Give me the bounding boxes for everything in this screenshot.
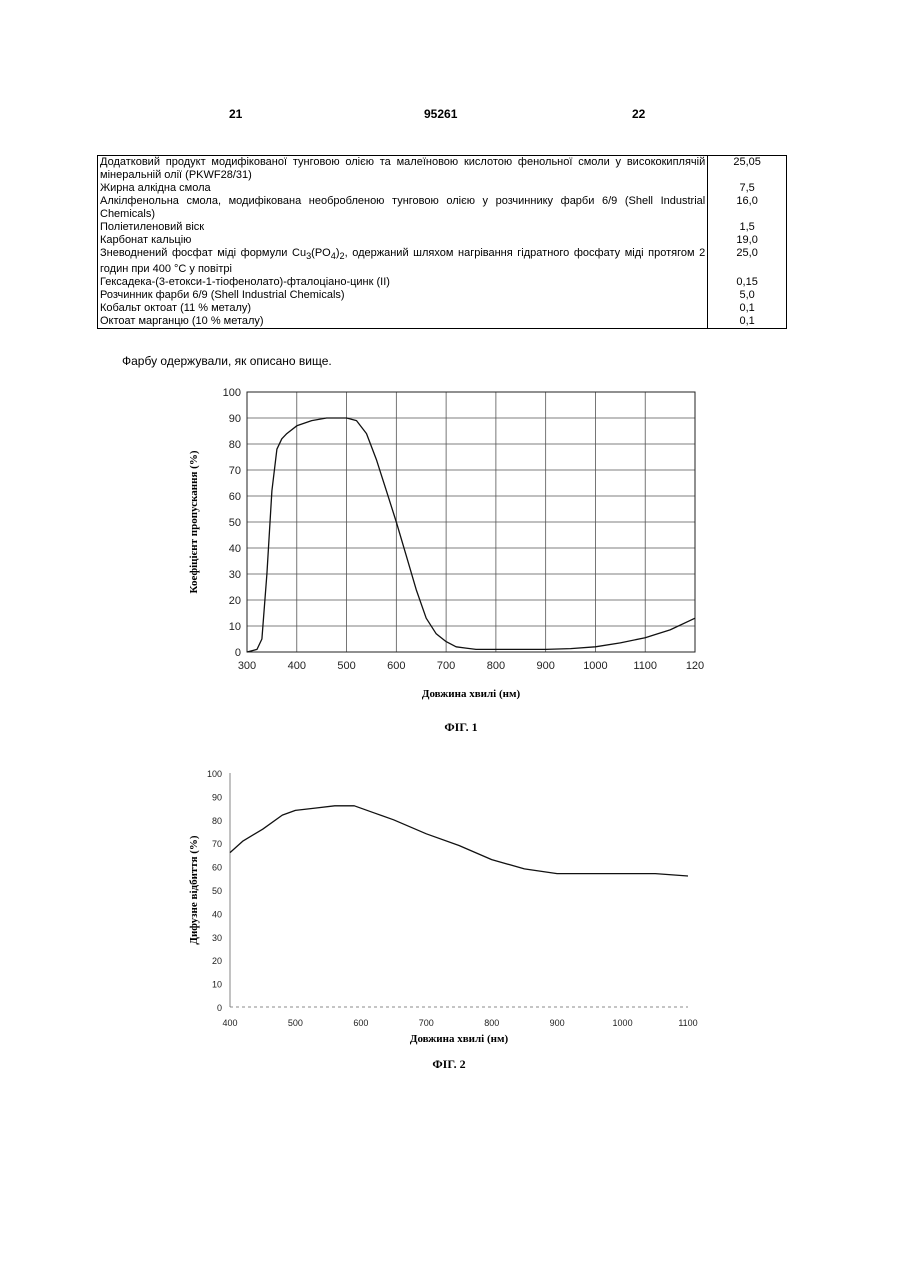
y-tick-label: 30 [212, 933, 222, 943]
y-tick-label: 100 [223, 387, 241, 399]
x-tick-label: 400 [288, 660, 306, 672]
y-tick-label: 20 [229, 595, 241, 607]
y-tick-label: 40 [212, 909, 222, 919]
x-tick-label: 900 [550, 1018, 565, 1028]
y-tick-label: 80 [212, 816, 222, 826]
y-tick-label: 0 [217, 1003, 222, 1013]
y-tick-label: 60 [229, 491, 241, 503]
y-axis-label: Коефіцієнт пропускання (%) [188, 450, 200, 593]
y-tick-label: 100 [207, 769, 222, 779]
x-tick-label: 900 [536, 660, 554, 672]
x-tick-label: 120 [686, 660, 704, 672]
x-tick-label: 500 [337, 660, 355, 672]
x-tick-label: 800 [487, 660, 505, 672]
y-tick-label: 20 [212, 956, 222, 966]
x-tick-label: 400 [222, 1018, 237, 1028]
series-line [230, 806, 688, 876]
y-tick-label: 10 [212, 980, 222, 990]
x-tick-label: 600 [353, 1018, 368, 1028]
x-tick-label: 600 [387, 660, 405, 672]
y-tick-label: 40 [229, 543, 241, 555]
y-tick-label: 60 [212, 863, 222, 873]
y-tick-label: 30 [229, 569, 241, 581]
x-tick-label: 1100 [633, 660, 657, 672]
x-tick-label: 1100 [678, 1018, 697, 1028]
y-tick-label: 70 [212, 839, 222, 849]
x-axis-label: Довжина хвилі (нм) [422, 688, 521, 700]
y-tick-label: 0 [235, 647, 241, 659]
x-axis-label: Довжина хвилі (нм) [410, 1033, 509, 1045]
x-tick-label: 800 [484, 1018, 499, 1028]
y-axis-label: Дифузне відбиття (%) [188, 835, 200, 945]
y-tick-label: 90 [212, 792, 222, 802]
y-tick-label: 70 [229, 465, 241, 477]
figure-caption: ФІГ. 2 [432, 1057, 465, 1071]
y-tick-label: 50 [212, 886, 222, 896]
x-tick-label: 700 [419, 1018, 434, 1028]
x-tick-label: 1000 [583, 660, 607, 672]
x-tick-label: 1000 [613, 1018, 633, 1028]
y-tick-label: 90 [229, 413, 241, 425]
y-tick-label: 80 [229, 439, 241, 451]
x-tick-label: 700 [437, 660, 455, 672]
x-tick-label: 500 [288, 1018, 303, 1028]
figure-caption: ФІГ. 1 [444, 720, 477, 734]
series-line [247, 418, 695, 652]
y-tick-label: 50 [229, 517, 241, 529]
x-tick-label: 300 [238, 660, 256, 672]
y-tick-label: 10 [229, 621, 241, 633]
